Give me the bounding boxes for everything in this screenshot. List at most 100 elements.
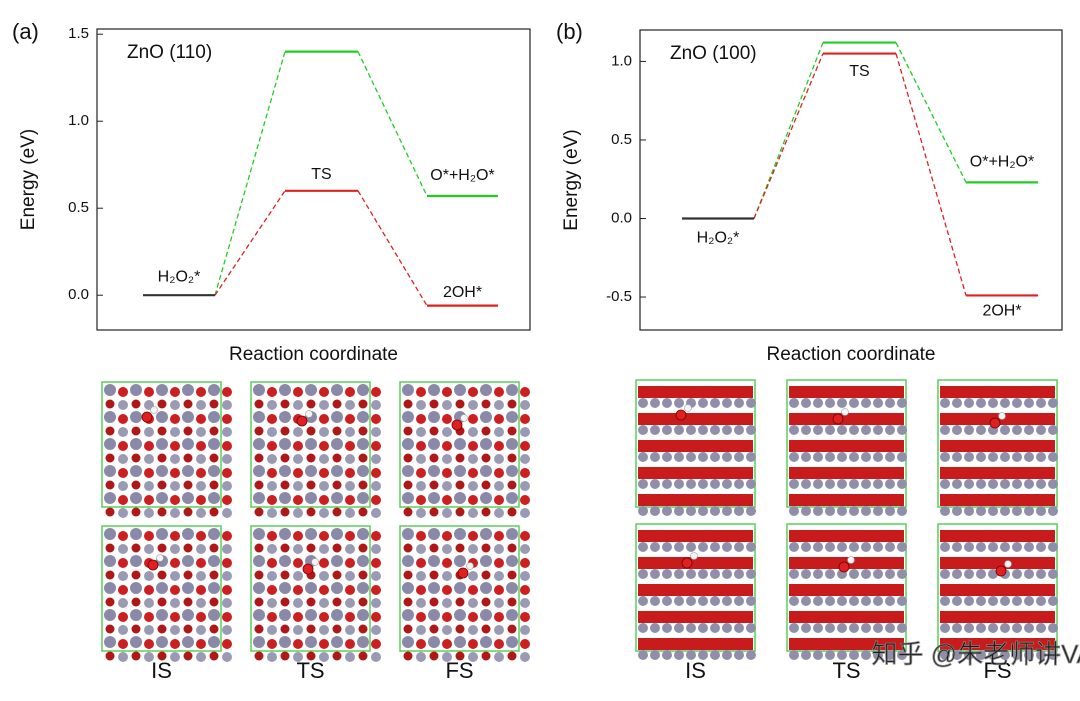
zn-atom	[964, 425, 974, 435]
zn-atom	[1012, 569, 1022, 579]
zn-atom	[104, 582, 116, 594]
zn-atom	[650, 479, 660, 489]
o-atom	[267, 612, 277, 622]
o-row	[940, 584, 1055, 596]
zn-atom	[885, 398, 895, 408]
zn-atom	[253, 582, 265, 594]
level-annotation: 2OH*	[443, 284, 482, 301]
zn-atom	[506, 411, 518, 423]
o-atom	[429, 624, 439, 634]
zn-atom	[940, 569, 950, 579]
zn-atom	[267, 625, 277, 635]
zn-atom	[182, 411, 194, 423]
adsorbate	[995, 565, 1007, 577]
zn-atom	[710, 650, 720, 660]
o-atom	[170, 414, 180, 424]
o-atom	[332, 399, 342, 409]
watermark: 知乎 @朱老师讲VASP	[871, 639, 1080, 669]
zn-atom	[402, 555, 414, 567]
zn-atom	[170, 427, 180, 437]
zn-atom	[480, 384, 492, 396]
zn-atom	[897, 623, 907, 633]
zn-atom	[686, 542, 696, 552]
zn-atom	[638, 398, 648, 408]
zn-atom	[940, 596, 950, 606]
zn-atom	[650, 452, 660, 462]
o-atom	[358, 507, 368, 517]
o-atom	[468, 531, 478, 541]
o-atom	[468, 414, 478, 424]
zn-atom	[222, 427, 232, 437]
zn-atom	[698, 398, 708, 408]
zn-atom	[964, 506, 974, 516]
o-atom	[183, 624, 193, 634]
zn-atom	[480, 636, 492, 648]
o-atom	[170, 441, 180, 451]
zn-atom	[1000, 479, 1010, 489]
zn-atom	[156, 636, 168, 648]
adsorbate	[457, 567, 469, 579]
level-annotation: TS	[311, 166, 331, 183]
o-atom	[481, 597, 491, 607]
zn-atom	[442, 625, 452, 635]
o-atom	[280, 543, 290, 553]
o-atom	[157, 507, 167, 517]
o-atom	[131, 453, 141, 463]
zn-atom	[293, 508, 303, 518]
zn-atom	[674, 506, 684, 516]
zn-atom	[988, 542, 998, 552]
o-atom	[293, 441, 303, 451]
o-atom	[429, 453, 439, 463]
o-atom	[403, 507, 413, 517]
zn-atom	[104, 384, 116, 396]
zn-atom	[1012, 506, 1022, 516]
zn-atom	[454, 528, 466, 540]
o-atom	[196, 495, 206, 505]
zn-atom	[1012, 623, 1022, 633]
zn-atom	[1036, 479, 1046, 489]
zn-atom	[319, 481, 329, 491]
zn-atom	[319, 571, 329, 581]
zn-atom	[952, 425, 962, 435]
x-axis-label: Reaction coordinate	[229, 344, 398, 365]
zn-atom	[988, 650, 998, 660]
zn-atom	[686, 623, 696, 633]
o-atom	[209, 624, 219, 634]
zn-atom	[416, 481, 426, 491]
zn-atom	[746, 506, 756, 516]
zn-atom	[662, 479, 672, 489]
zn-atom	[813, 425, 823, 435]
zn-atom	[801, 452, 811, 462]
zn-atom	[988, 452, 998, 462]
zn-atom	[170, 571, 180, 581]
o-atom	[118, 612, 128, 622]
zn-atom	[279, 609, 291, 621]
zn-atom	[813, 569, 823, 579]
o-atom	[468, 495, 478, 505]
zn-atom	[454, 438, 466, 450]
zn-atom	[976, 398, 986, 408]
zn-atom	[1048, 452, 1058, 462]
zn-atom	[976, 542, 986, 552]
o-atom	[157, 624, 167, 634]
zn-atom	[1036, 452, 1046, 462]
o-atom	[403, 543, 413, 553]
o-atom	[494, 468, 504, 478]
zn-atom	[506, 465, 518, 477]
zn-atom	[104, 555, 116, 567]
zn-atom	[1036, 398, 1046, 408]
zn-atom	[734, 479, 744, 489]
o-atom	[332, 453, 342, 463]
o-atom	[468, 612, 478, 622]
o-atom	[157, 426, 167, 436]
o-atom	[481, 543, 491, 553]
zn-atom	[156, 411, 168, 423]
zn-atom	[1012, 542, 1022, 552]
zn-atom	[428, 465, 440, 477]
zn-atom	[662, 650, 672, 660]
zn-atom	[267, 571, 277, 581]
zn-atom	[402, 492, 414, 504]
hydrogen	[305, 410, 313, 418]
zn-atom	[468, 481, 478, 491]
zn-atom	[662, 398, 672, 408]
